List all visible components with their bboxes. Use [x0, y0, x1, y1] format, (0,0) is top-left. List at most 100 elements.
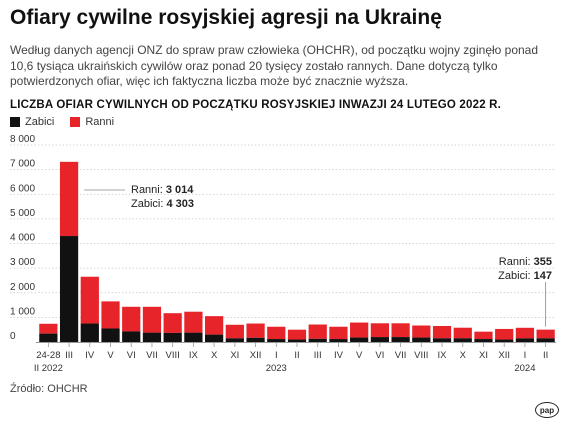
bar-zabici [329, 339, 348, 342]
bar-zabici [474, 339, 493, 342]
bar-zabici [308, 338, 327, 342]
x-tick-label: XI [230, 350, 239, 361]
y-tick-label: 8 000 [10, 134, 35, 145]
bar-zabici [39, 333, 58, 342]
bar-ranni [495, 328, 514, 340]
y-tick-label: 1 000 [10, 306, 35, 317]
bar-zabici [80, 323, 99, 342]
bar-ranni [474, 331, 493, 340]
x-tick-label: X [460, 350, 467, 361]
bar-zabici [142, 332, 162, 342]
bar-zabici [163, 332, 182, 342]
y-tick-label: 6 000 [10, 183, 35, 194]
x-tick-label: XI [479, 350, 488, 361]
x-tick-label: VIII [414, 350, 428, 361]
bar-zabici [225, 338, 244, 342]
x-tick-label: VI [127, 350, 136, 361]
bar-ranni [142, 306, 162, 333]
year-label: II 2022 [34, 363, 63, 374]
y-tick-label: 7 000 [10, 159, 35, 170]
bar-ranni [536, 329, 555, 339]
bar-ranni [453, 327, 472, 339]
x-tick-label: VIII [166, 350, 180, 361]
bar-ranni [184, 311, 203, 333]
bar-zabici [101, 328, 120, 342]
chart-title: Ofiary cywilne rosyjskiej agresji na Ukr… [10, 6, 442, 29]
bar-ranni [225, 324, 244, 339]
bar-zabici [287, 339, 307, 342]
x-tick-label: XII [250, 350, 262, 361]
x-tick-label: V [356, 350, 363, 361]
chart-legend: Zabici Ranni [10, 116, 130, 128]
y-tick-label: 3 000 [10, 257, 35, 268]
x-tick-label: II [543, 350, 548, 361]
bar-ranni [329, 326, 348, 340]
bar-ranni [59, 161, 79, 237]
legend-swatch-wounded [70, 117, 81, 127]
x-tick-label: 24-28 [36, 350, 60, 361]
chart-subtitle: LICZBA OFIAR CYWILNYCH OD POCZĄTKU ROSYJ… [10, 99, 502, 111]
bar-ranni [432, 325, 452, 339]
annotation-zabici-feb-2024: Zabici: 147 [498, 270, 552, 282]
x-tick-label: VII [146, 350, 158, 361]
bar-zabici [267, 339, 286, 342]
annotation-ranni-feb-2024: Ranni: 355 [499, 256, 552, 268]
x-tick-label: III [65, 350, 73, 361]
bar-ranni [101, 301, 120, 329]
annotation-ranni-march-2022: Ranni: 3 014 [131, 184, 194, 196]
bar-ranni [267, 326, 286, 340]
bar-ranni [391, 323, 410, 338]
bar-zabici [184, 332, 203, 342]
bar-ranni [370, 323, 389, 338]
y-tick-label: 2 000 [10, 282, 35, 293]
bar-zabici [536, 338, 555, 342]
x-tick-label: I [275, 350, 278, 361]
y-tick-label: 5 000 [10, 208, 35, 219]
bar-ranni [39, 323, 58, 334]
x-tick-label: IX [189, 350, 199, 361]
legend-label-wounded: Ranni [85, 116, 115, 128]
legend-label-killed: Zabici [25, 116, 55, 128]
bar-zabici [59, 236, 79, 342]
y-tick-label: 4 000 [10, 233, 35, 244]
bar-zabici [122, 331, 141, 342]
x-tick-label: IV [334, 350, 344, 361]
x-tick-label: V [107, 350, 114, 361]
bar-ranni [308, 324, 327, 339]
bar-zabici [495, 339, 514, 342]
bar-zabici [350, 337, 369, 342]
bar-zabici [412, 337, 431, 342]
chart-description: Według danych agencji ONZ do spraw praw … [10, 43, 539, 88]
y-tick-label: 0 [10, 331, 16, 342]
legend-item-wounded: Ranni [70, 116, 114, 128]
bar-zabici [246, 337, 265, 342]
bar-zabici [205, 334, 224, 342]
bar-ranni [246, 323, 265, 338]
x-tick-label: II [294, 350, 299, 361]
bar-zabici [515, 338, 535, 342]
source-note: Źródło: OHCHR [10, 383, 88, 395]
legend-swatch-killed [10, 117, 20, 127]
bar-zabici [453, 338, 472, 342]
x-tick-label: IX [438, 350, 448, 361]
bar-ranni [412, 325, 431, 338]
bar-ranni [122, 306, 141, 332]
x-tick-label: III [314, 350, 322, 361]
bar-ranni [350, 322, 369, 338]
bar-ranni [205, 316, 224, 335]
bar-ranni [287, 329, 307, 340]
x-tick-label: IV [85, 350, 95, 361]
x-tick-label: VII [395, 350, 407, 361]
pap-logo: pap [535, 402, 559, 418]
bar-zabici [391, 337, 410, 342]
x-tick-label: X [211, 350, 218, 361]
bar-ranni [80, 276, 99, 324]
legend-item-killed: Zabici [10, 116, 54, 128]
x-tick-label: XII [498, 350, 510, 361]
x-tick-label: VI [375, 350, 384, 361]
bar-ranni [515, 327, 535, 339]
year-label: 2024 [514, 363, 535, 374]
bar-ranni [163, 313, 182, 333]
bar-zabici [432, 338, 452, 342]
